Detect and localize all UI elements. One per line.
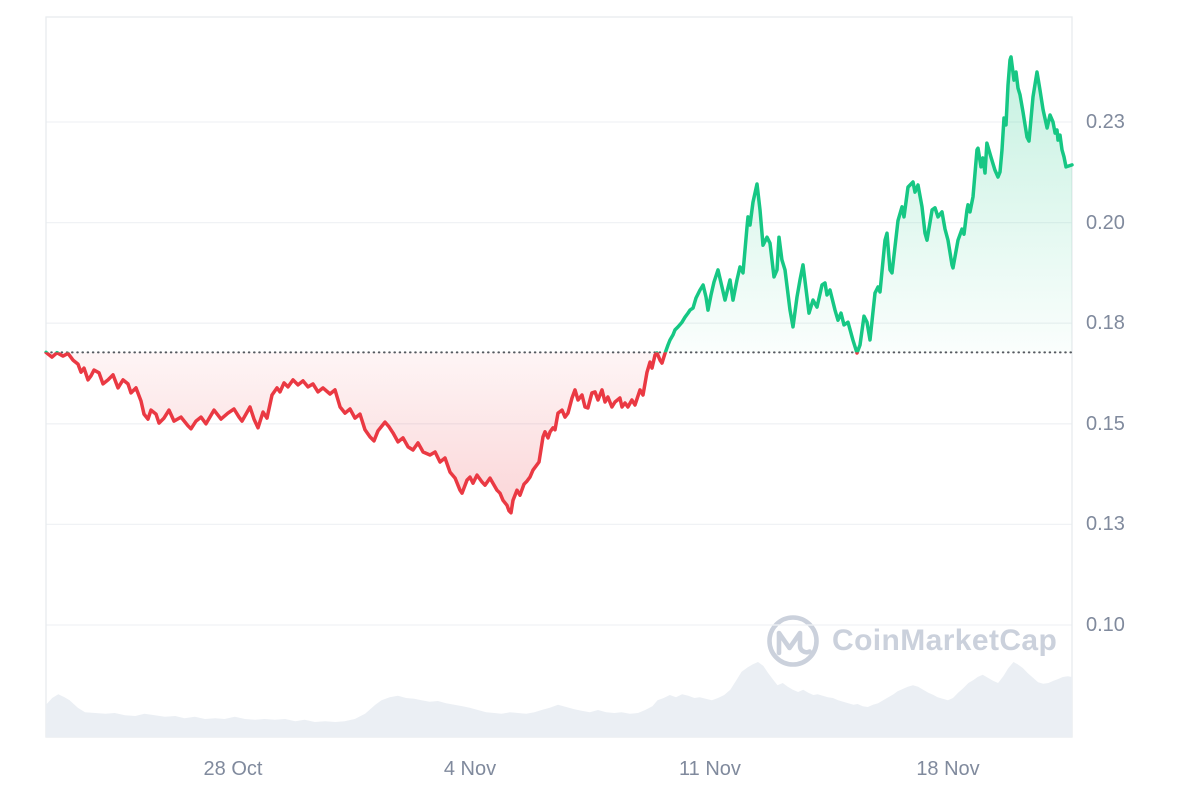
x-axis-label: 11 Nov [679, 758, 741, 780]
x-axis-label: 28 Oct [203, 758, 263, 780]
y-axis-label: 0.20 [1086, 212, 1125, 234]
price-area-above-baseline [665, 56, 1072, 353]
grid-lines [46, 121, 1072, 626]
y-axis-label: 0.23 [1086, 111, 1125, 133]
y-axis-label: 0.10 [1086, 614, 1125, 636]
x-axis-label: 18 Nov [916, 758, 980, 780]
price-area-below-baseline [46, 352, 1072, 513]
y-axis-label: 0.18 [1086, 312, 1125, 334]
y-axis-label: 0.13 [1086, 513, 1125, 535]
price-line-up [44, 55, 1074, 353]
watermark-label: CoinMarketCap [832, 624, 1058, 657]
price-line-down [44, 352, 860, 515]
y-axis-label: 0.15 [1086, 413, 1125, 435]
x-axis-label: 4 Nov [443, 758, 497, 780]
volume-area [46, 662, 1072, 737]
coinmarketcap-logo-icon [767, 615, 819, 667]
coinmarketcap-watermark: CoinMarketCap [764, 612, 1057, 670]
